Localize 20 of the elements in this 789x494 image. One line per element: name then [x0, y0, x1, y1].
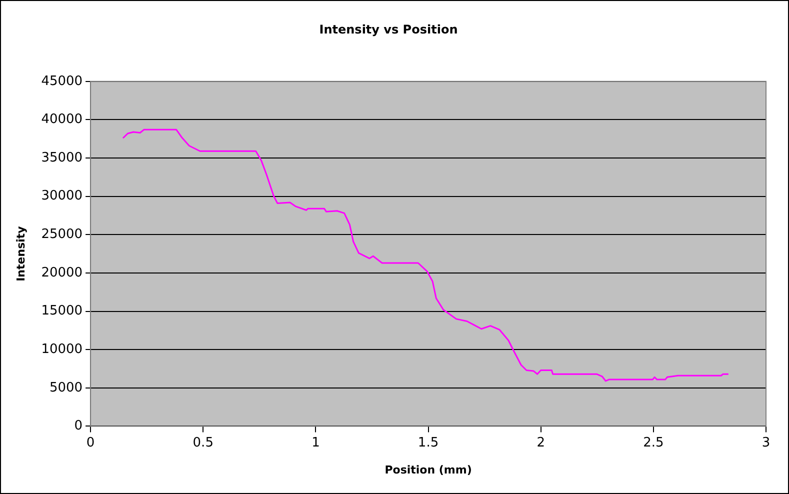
y-axis-title: Intensity [14, 226, 28, 282]
x-tick-label: 0.5 [192, 435, 214, 450]
y-tick-label: 20000 [41, 265, 83, 280]
x-tick-label: 2 [536, 435, 545, 450]
y-tick-label: 40000 [41, 112, 83, 128]
y-tick-label: 15000 [41, 304, 83, 319]
y-tick-label: 10000 [41, 342, 83, 357]
y-tick-label: 30000 [41, 188, 83, 204]
y-tick-label: 45000 [41, 74, 83, 89]
y-tick-label: 25000 [41, 227, 83, 242]
x-tick-label: 3 [762, 435, 770, 450]
x-tick-label: 0 [86, 435, 95, 450]
x-tick-label: 2.5 [643, 435, 664, 450]
y-tick-label: 0 [74, 418, 83, 434]
x-axis-title: Position (mm) [384, 463, 472, 476]
y-tick-label: 35000 [41, 150, 83, 166]
chart-title: Intensity vs Position [319, 22, 458, 36]
y-tick-label: 5000 [49, 380, 83, 396]
x-tick-label: 1 [312, 435, 320, 450]
x-tick-label: 1.5 [418, 435, 439, 450]
